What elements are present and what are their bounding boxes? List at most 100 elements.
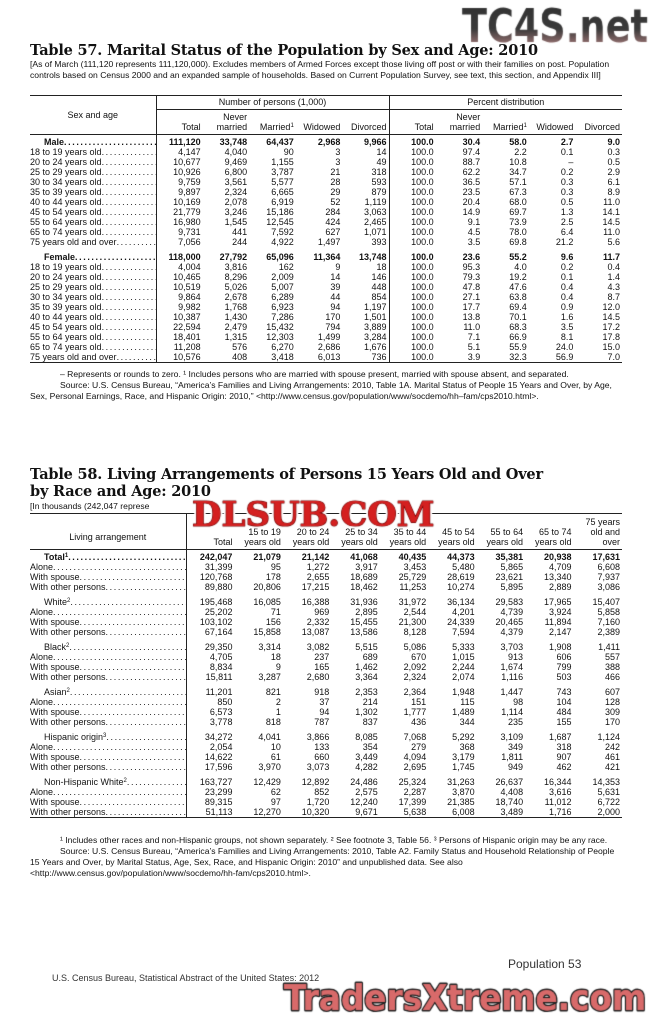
data-cell: 14.5 bbox=[602, 312, 621, 322]
data-cell: 606 bbox=[556, 652, 572, 662]
table-row: 75 years old and over7,0562444,9221,4973… bbox=[30, 237, 622, 247]
row-label: Alone bbox=[30, 652, 186, 662]
data-cell: 2,655 bbox=[306, 572, 330, 582]
data-cell: 34,272 bbox=[204, 732, 233, 742]
data-cell: 5,638 bbox=[403, 807, 427, 817]
data-cell: 1,462 bbox=[355, 662, 378, 672]
row-label-text: 18 to 19 years old bbox=[30, 262, 102, 272]
data-cell: 1,676 bbox=[342, 342, 390, 352]
table-row: Alone 4,705 18 237 689 670 1,015 913 606 557 bbox=[30, 652, 622, 662]
data-cell: 15,455 bbox=[350, 617, 378, 627]
table-row: Alone 23,299 62 852 2,575 2,287 3,870 4,408 3,61… bbox=[30, 787, 622, 797]
data-cell: 5,333 bbox=[452, 642, 475, 652]
data-cell: 37 bbox=[319, 697, 330, 707]
row-label-cell: With spouse bbox=[30, 752, 187, 762]
table-row: With other persons 3,778 818 787 837 436 344 23… bbox=[30, 717, 622, 727]
data-cell: 2,678 bbox=[224, 292, 248, 302]
data-cell: 368 bbox=[459, 742, 475, 752]
data-cell: 3,870 bbox=[452, 787, 475, 797]
table-row: 35 to 39 years old 9,982 1,768 6,923 941,197… bbox=[30, 302, 622, 312]
dot-leader bbox=[80, 707, 186, 717]
row-label: 55 to 64 years old bbox=[30, 217, 156, 227]
column-header-row: Living arrangement Total 15 to 19 years old… bbox=[30, 513, 622, 550]
data-cell: 2,147 bbox=[548, 627, 572, 637]
data-cell: 4,094 bbox=[403, 752, 427, 762]
table58-footnotes: ¹ Includes other races and non-Hispanic … bbox=[30, 835, 622, 879]
data-cell: 15,407 bbox=[592, 597, 620, 607]
data-cell: 3,449 bbox=[355, 752, 378, 762]
data-cell: 3,082 bbox=[306, 642, 330, 652]
data-cell: 6,573 bbox=[209, 707, 233, 717]
dot-leader bbox=[102, 282, 156, 292]
dot-leader bbox=[68, 552, 185, 562]
row-label-cell: 65 to 74 years old bbox=[30, 342, 157, 352]
data-cell: 57.1 bbox=[509, 177, 527, 187]
dot-leader bbox=[117, 352, 156, 362]
data-cell: 44,373 bbox=[447, 552, 475, 562]
data-cell: 1,197 bbox=[342, 302, 390, 312]
data-cell: 660 bbox=[314, 752, 330, 762]
data-cell: 111,120 bbox=[169, 137, 201, 147]
data-cell: 3,924 bbox=[548, 607, 572, 617]
data-cell: 6,923 bbox=[271, 302, 294, 312]
data-cell: 133 bbox=[314, 742, 330, 752]
data-cell: 2,695 bbox=[403, 762, 427, 772]
data-cell: 8.1 bbox=[560, 332, 574, 342]
data-cell: 26,637 bbox=[495, 777, 524, 787]
column-header-top: 20 to 24 bbox=[296, 527, 330, 537]
data-cell: 7,056 bbox=[178, 237, 201, 247]
data-cell: 17,631 bbox=[592, 552, 620, 562]
row-label: With spouse bbox=[30, 797, 186, 807]
data-cell: 799 bbox=[556, 662, 572, 672]
data-cell: 4,040 bbox=[224, 147, 248, 157]
dot-leader bbox=[102, 197, 156, 207]
data-cell: 1,720 bbox=[306, 797, 330, 807]
data-cell: 104 bbox=[556, 697, 572, 707]
column-header-bottom: Married bbox=[492, 122, 524, 132]
data-cell: 1,501 bbox=[342, 312, 390, 322]
data-cell: 7,286 bbox=[271, 312, 294, 322]
data-cell: 5.6 bbox=[607, 237, 621, 247]
data-cell: 3,889 bbox=[342, 322, 390, 332]
dot-leader bbox=[80, 662, 186, 672]
data-cell: 41,068 bbox=[350, 552, 378, 562]
data-cell: 11.0 bbox=[603, 197, 621, 207]
row-label: 25 to 29 years old bbox=[30, 167, 156, 177]
dot-leader bbox=[102, 177, 156, 187]
data-cell: 0.4 bbox=[607, 262, 621, 272]
data-cell: 4,709 bbox=[548, 562, 572, 572]
data-cell: 21 bbox=[330, 167, 341, 177]
data-cell: 1,674 bbox=[500, 662, 524, 672]
data-cell: 49 bbox=[342, 157, 390, 167]
column-header-top: 65 to 74 bbox=[538, 527, 572, 537]
data-cell: 100.0 bbox=[411, 252, 434, 262]
data-cell: 607 bbox=[604, 687, 620, 697]
data-cell: 165 bbox=[314, 662, 330, 672]
data-cell: 20,465 bbox=[495, 617, 524, 627]
row-label-text: With other persons bbox=[30, 582, 106, 592]
row-label-cell: 30 to 34 years old bbox=[30, 292, 157, 302]
data-cell: 15,186 bbox=[266, 207, 294, 217]
table-row: 45 to 54 years old 22,594 2,479 15,432 7943,… bbox=[30, 322, 622, 332]
data-cell: 3,418 bbox=[271, 352, 294, 362]
row-label-text: With other persons bbox=[30, 717, 106, 727]
column-header: Married1 bbox=[482, 110, 529, 135]
data-cell: 949 bbox=[508, 762, 524, 772]
data-cell: 1,777 bbox=[403, 707, 427, 717]
data-cell: 14,353 bbox=[592, 777, 620, 787]
row-label-text: Total bbox=[44, 552, 65, 562]
row-label: With spouse bbox=[30, 572, 186, 582]
table-row: 75 years old and over 10,576 408 3,418 6,013… bbox=[30, 352, 623, 363]
data-cell: 448 bbox=[342, 282, 390, 292]
data-cell: 100.0 bbox=[411, 262, 434, 272]
data-cell: 9 bbox=[335, 262, 341, 272]
dot-leader bbox=[70, 597, 185, 607]
data-cell: 850 bbox=[217, 697, 233, 707]
data-cell: 170 bbox=[604, 717, 620, 727]
row-label: 45 to 54 years old bbox=[30, 207, 156, 217]
data-cell: 10,465 bbox=[173, 272, 201, 282]
data-cell: 3,287 bbox=[258, 672, 281, 682]
data-cell: 11.0 bbox=[463, 322, 481, 332]
